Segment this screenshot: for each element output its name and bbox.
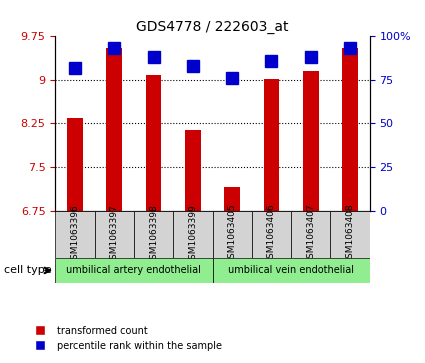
Text: GSM1063399: GSM1063399 [188,204,197,265]
Bar [185,130,201,211]
FancyBboxPatch shape [55,258,212,283]
FancyBboxPatch shape [212,211,252,258]
FancyBboxPatch shape [331,211,370,258]
Text: GSM1063398: GSM1063398 [149,204,158,265]
Bar [106,48,122,211]
Bar [342,48,358,211]
Bar [303,71,319,211]
Text: GSM1063405: GSM1063405 [228,204,237,265]
Bar [224,187,240,211]
Title: GDS4778 / 222603_at: GDS4778 / 222603_at [136,20,289,34]
FancyBboxPatch shape [291,211,331,258]
Text: GSM1063397: GSM1063397 [110,204,119,265]
Text: GSM1063406: GSM1063406 [267,204,276,265]
Text: umbilical vein endothelial: umbilical vein endothelial [228,265,354,276]
Text: GSM1063407: GSM1063407 [306,204,315,265]
Text: umbilical artery endothelial: umbilical artery endothelial [66,265,201,276]
FancyBboxPatch shape [252,211,291,258]
FancyBboxPatch shape [94,211,134,258]
Text: cell type: cell type [4,265,52,276]
Legend: transformed count, percentile rank within the sample: transformed count, percentile rank withi… [26,322,226,355]
Text: GSM1063396: GSM1063396 [71,204,79,265]
Bar [264,79,279,211]
Text: GSM1063408: GSM1063408 [346,204,354,265]
FancyBboxPatch shape [134,211,173,258]
FancyBboxPatch shape [55,211,94,258]
FancyBboxPatch shape [173,211,212,258]
FancyBboxPatch shape [212,258,370,283]
Bar [146,75,162,211]
Bar [67,118,83,211]
